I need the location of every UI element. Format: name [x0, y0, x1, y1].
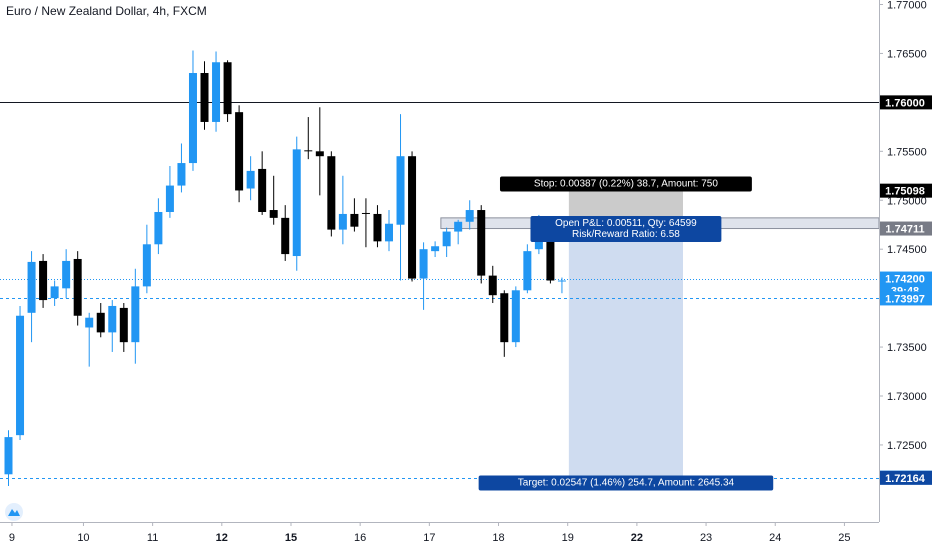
candle-body-12 — [143, 244, 151, 286]
candle-body-38 — [443, 232, 451, 247]
price-badge-text-1: 1.75098 — [885, 186, 925, 198]
candle-body-17 — [201, 73, 209, 122]
x-tick-label-8: 19 — [562, 532, 574, 544]
price-badge-text-0: 1.76000 — [885, 97, 925, 109]
candle-body-28 — [327, 156, 335, 229]
target-zone — [569, 229, 683, 478]
candle-body-24 — [281, 218, 289, 254]
candle-body-6 — [74, 259, 82, 316]
candle-body-30 — [350, 214, 358, 227]
candle-body-47 — [546, 237, 554, 280]
price-badge-text-2: 1.74711 — [885, 224, 924, 236]
candle-body-14 — [166, 186, 174, 212]
y-tick-label-0: 1.77000 — [887, 0, 927, 12]
price-badge-text-7: 1.72164 — [885, 473, 926, 485]
pnl-label-text-0: Open P&L: 0.00511, Qty: 64599 — [555, 218, 697, 229]
candle-body-7 — [85, 318, 93, 328]
candle-body-11 — [131, 286, 139, 342]
x-tick-label-6: 17 — [423, 532, 435, 544]
x-tick-label-7: 18 — [492, 532, 504, 544]
x-tick-label-11: 24 — [769, 532, 781, 544]
x-tick-label-0: 9 — [9, 532, 15, 544]
candle-body-16 — [189, 73, 197, 163]
candle-body-21 — [247, 171, 255, 189]
candle-body-9 — [108, 306, 116, 332]
x-tick-label-9: 22 — [631, 532, 643, 544]
candle-body-32 — [373, 214, 381, 241]
y-tick-label-5: 1.73500 — [887, 342, 927, 354]
candle-body-40 — [466, 210, 474, 222]
y-tick-label-2: 1.75500 — [887, 146, 927, 158]
y-tick-label-4: 1.74500 — [887, 244, 927, 256]
candle-body-35 — [408, 156, 416, 278]
candle-body-39 — [454, 222, 462, 232]
x-tick-label-2: 11 — [147, 532, 158, 544]
candle-body-34 — [397, 156, 405, 225]
candle-body-2 — [28, 262, 36, 313]
x-tick-label-1: 10 — [77, 532, 89, 544]
candle-body-20 — [235, 112, 243, 190]
x-tick-label-12: 25 — [838, 532, 850, 544]
candle-body-3 — [39, 261, 47, 300]
y-tick-label-7: 1.72500 — [887, 440, 927, 452]
x-tick-label-3: 12 — [216, 532, 228, 544]
candle-body-44 — [512, 290, 520, 342]
candle-body-29 — [339, 214, 347, 230]
candle-body-36 — [420, 249, 428, 278]
candle-body-42 — [489, 276, 497, 296]
candle-body-27 — [316, 151, 324, 156]
candle-body-41 — [477, 210, 485, 276]
candle-body-33 — [385, 224, 393, 242]
x-tick-label-5: 16 — [354, 532, 366, 544]
candle-body-31 — [362, 213, 370, 214]
candle-body-4 — [51, 286, 59, 298]
candle-body-26 — [304, 150, 312, 151]
candle-body-22 — [258, 169, 266, 212]
candle-body-48 — [558, 281, 566, 282]
candle-body-18 — [212, 62, 220, 122]
y-tick-label-6: 1.73000 — [887, 391, 927, 403]
candle-body-5 — [62, 261, 70, 288]
candle-body-37 — [431, 246, 439, 251]
stop-label-text-0: Stop: 0.00387 (0.22%) 38.7, Amount: 750 — [534, 179, 718, 190]
candle-body-45 — [523, 251, 531, 290]
candle-body-0 — [5, 437, 13, 474]
x-tick-label-10: 23 — [700, 532, 712, 544]
y-tick-label-1: 1.76500 — [887, 48, 927, 60]
candle-body-10 — [120, 308, 128, 342]
axis-corner — [879, 522, 932, 550]
x-tick-label-4: 15 — [285, 532, 297, 544]
price-badge-text-5: 1.73997 — [885, 293, 925, 305]
candle-body-25 — [293, 149, 301, 256]
pnl-label-text-1: Risk/Reward Ratio: 6.58 — [572, 229, 680, 240]
candle-body-23 — [270, 210, 278, 218]
candle-body-43 — [500, 293, 508, 342]
candle-body-8 — [97, 313, 105, 333]
candle-body-19 — [224, 62, 232, 114]
chart-title: Euro / New Zealand Dollar, 4h, FXCM — [6, 4, 207, 18]
candle-body-13 — [154, 212, 162, 244]
candle-body-15 — [177, 163, 185, 186]
target-label-text-0: Target: 0.02547 (1.46%) 254.7, Amount: 2… — [518, 478, 735, 489]
candle-body-1 — [16, 316, 24, 435]
